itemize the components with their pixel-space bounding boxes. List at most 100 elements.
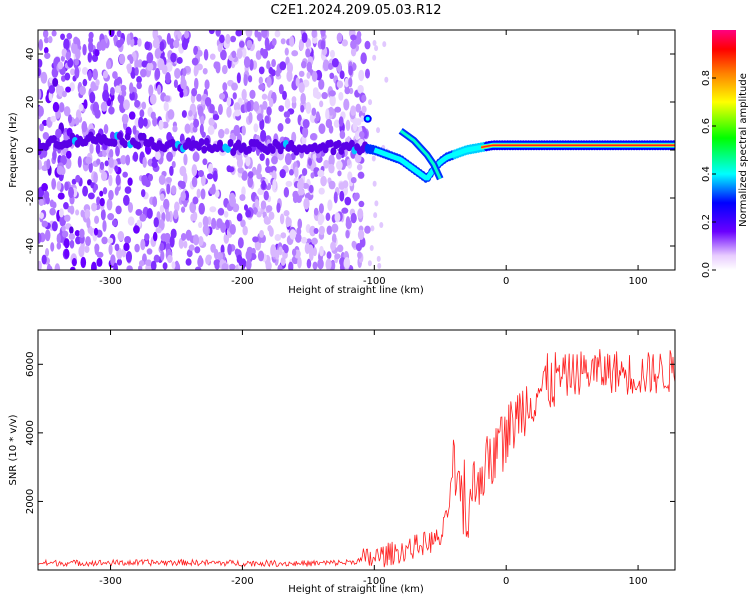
noise-blob <box>52 77 59 87</box>
snr-x-label: Height of straight line (km) <box>288 584 424 595</box>
noise-blob <box>355 37 362 45</box>
noise-blob <box>70 41 78 54</box>
noise-blob <box>231 82 238 91</box>
noise-blob <box>320 175 327 187</box>
noise-blob <box>331 223 339 233</box>
noise-blob <box>357 251 362 259</box>
noise-blob <box>71 257 77 267</box>
noise-blob <box>185 258 192 266</box>
noise-blob <box>283 187 290 198</box>
noise-blob <box>341 39 348 47</box>
signal-blob <box>335 139 342 148</box>
noise-blob <box>326 225 333 235</box>
noise-blob <box>85 156 93 165</box>
noise-blob <box>139 213 147 222</box>
noise-blob <box>42 132 50 140</box>
noise-blob <box>82 78 88 87</box>
noise-blob <box>54 263 61 270</box>
noise-blob <box>40 71 48 84</box>
noise-blob <box>213 259 221 267</box>
noise-blob <box>247 175 254 188</box>
noise-blob <box>94 215 100 225</box>
noise-blob <box>297 188 305 196</box>
noise-blob <box>51 67 59 78</box>
noise-blob <box>125 154 131 166</box>
colorbar-ticks: 0.0 0.2 0.4 0.6 0.8 <box>701 70 716 278</box>
noise-blob <box>100 171 108 182</box>
colorbar-label: Normalized spectral amplitude <box>738 73 749 227</box>
noise-blob <box>70 68 76 76</box>
noise-blob <box>222 82 228 92</box>
noise-blob <box>315 111 320 122</box>
noise-blob <box>185 229 192 241</box>
noise-blob <box>279 61 287 71</box>
noise-blob <box>364 68 370 79</box>
noise-blob <box>91 202 98 212</box>
noise-blob <box>166 32 171 45</box>
noise-blob <box>78 103 84 112</box>
noise-blob <box>182 67 187 77</box>
noise-blob <box>45 248 50 257</box>
noise-blob <box>101 236 108 245</box>
noise-blob <box>167 109 175 120</box>
noise-blob <box>227 166 235 173</box>
noise-blob <box>357 229 365 240</box>
noise-blob <box>111 219 118 227</box>
noise-blob <box>289 36 295 47</box>
noise-blob <box>115 39 123 48</box>
noise-blob <box>227 243 232 256</box>
noise-blob <box>358 69 365 82</box>
noise-blob <box>279 213 285 225</box>
noise-blob <box>263 190 269 201</box>
noise-blob <box>373 212 378 219</box>
noise-blob <box>255 50 262 61</box>
noise-blob <box>94 243 100 252</box>
noise-blob <box>245 209 252 218</box>
noise-blob <box>193 118 200 128</box>
noise-blob <box>88 31 94 39</box>
noise-blob <box>171 160 176 168</box>
noise-blob <box>129 91 135 101</box>
noise-blob <box>271 155 278 165</box>
noise-blob <box>228 263 236 270</box>
noise-blob <box>247 171 254 179</box>
noise-blob <box>245 156 251 167</box>
noise-blob <box>215 61 221 74</box>
noise-blob <box>166 151 173 162</box>
noise-blob <box>276 202 281 213</box>
noise-blob <box>282 90 287 100</box>
noise-blob <box>275 69 281 77</box>
spectrogram-y-ticks: -40 -20 0 20 40 <box>25 48 675 254</box>
noise-blob <box>107 213 115 221</box>
noise-blob <box>311 30 317 39</box>
noise-blob <box>239 194 246 201</box>
noise-blob <box>325 212 331 221</box>
noise-blob <box>298 82 305 94</box>
noise-blob <box>67 57 74 68</box>
noise-blob <box>209 187 216 195</box>
noise-blob <box>69 239 75 249</box>
noise-blob <box>236 72 241 84</box>
noise-blob <box>237 167 244 174</box>
noise-blob <box>301 32 308 43</box>
noise-blob <box>71 178 77 185</box>
noise-blob <box>224 219 230 229</box>
noise-blob <box>47 35 53 44</box>
noise-blob <box>100 209 106 221</box>
noise-blob <box>190 213 195 222</box>
noise-blob <box>290 152 296 161</box>
noise-blob <box>254 198 260 208</box>
noise-blob <box>61 48 67 57</box>
noise-blob <box>176 56 183 64</box>
noise-blob <box>117 231 125 242</box>
noise-blob <box>322 59 330 72</box>
noise-blob <box>318 187 325 195</box>
noise-blob <box>121 113 129 125</box>
noise-blob <box>170 52 177 63</box>
noise-blob <box>297 218 303 230</box>
snr-panel: -300 -200 -100 0 100 2000 4000 6000 Height of … <box>8 329 676 595</box>
y-tick-label: 2000 <box>25 489 36 514</box>
noise-blob <box>38 159 42 171</box>
noise-blob <box>193 45 199 56</box>
noise-blob <box>161 121 169 129</box>
